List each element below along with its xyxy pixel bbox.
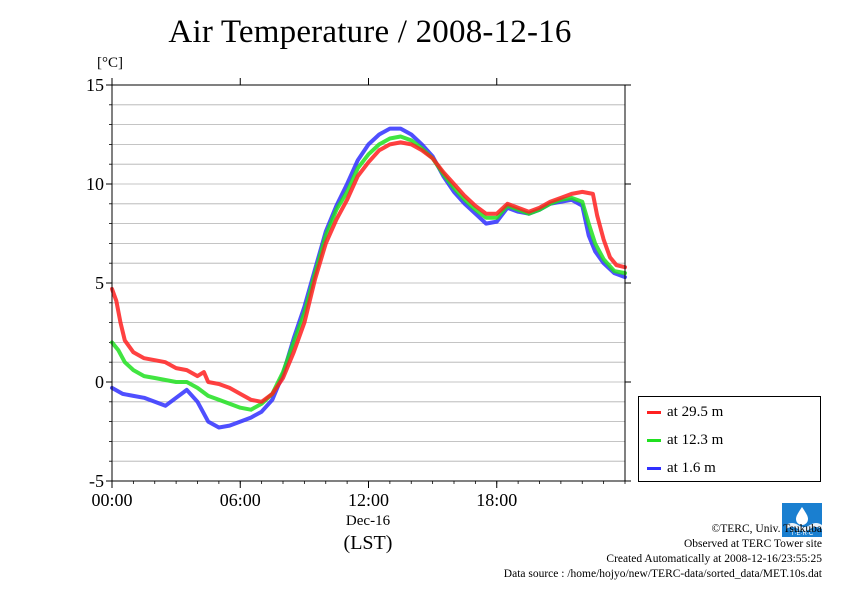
legend: at 29.5 m at 12.3 m at 1.6 m xyxy=(638,396,821,482)
x-axis-date-label: Dec-16 xyxy=(345,513,391,529)
series-line xyxy=(110,140,627,404)
credit-source: Data source : /home/hojyo/new/TERC-data/… xyxy=(503,568,822,580)
chart-title: Air Temperature / 2008-12-16 xyxy=(168,14,572,50)
plot-frame xyxy=(111,84,626,482)
x-tick-label: 12:00 xyxy=(348,490,389,510)
credit-site: Observed at TERC Tower site xyxy=(683,538,822,550)
y-tick-label: 0 xyxy=(95,372,104,392)
legend-item-12-3m: at 12.3 m xyxy=(647,431,723,449)
x-tick-label: 00:00 xyxy=(91,490,132,510)
legend-item-1-6m: at 1.6 m xyxy=(647,459,716,477)
legend-label: at 12.3 m xyxy=(667,431,724,448)
credit-copyright: ©TERC, Univ. Tsukuba xyxy=(711,523,822,535)
y-axis-unit-label: [°C] xyxy=(97,55,123,71)
y-tick-label: 5 xyxy=(95,273,104,293)
x-axis-zone-label: (LST) xyxy=(343,532,393,554)
legend-swatch-red xyxy=(647,410,661,414)
credit-created: Created Automatically at 2008-12-16/23:5… xyxy=(606,553,822,565)
legend-label: at 29.5 m xyxy=(667,403,724,420)
y-tick-label: 10 xyxy=(86,174,104,194)
y-tick-label: 15 xyxy=(86,75,104,95)
x-tick-label: 06:00 xyxy=(220,490,261,510)
terc-logo-icon: T·E·R·C xyxy=(782,503,822,537)
x-tick-label: 18:00 xyxy=(476,490,517,510)
legend-swatch-blue xyxy=(647,466,661,470)
legend-swatch-green xyxy=(647,438,661,442)
logo-text: T·E·R·C xyxy=(791,531,814,537)
credits-block: ©TERC, Univ. Tsukuba Observed at TERC To… xyxy=(504,522,822,582)
y-tick-label: -5 xyxy=(89,471,104,491)
legend-label: at 1.6 m xyxy=(667,459,716,476)
series-line xyxy=(110,134,627,412)
legend-item-29-5m: at 29.5 m xyxy=(647,403,723,421)
